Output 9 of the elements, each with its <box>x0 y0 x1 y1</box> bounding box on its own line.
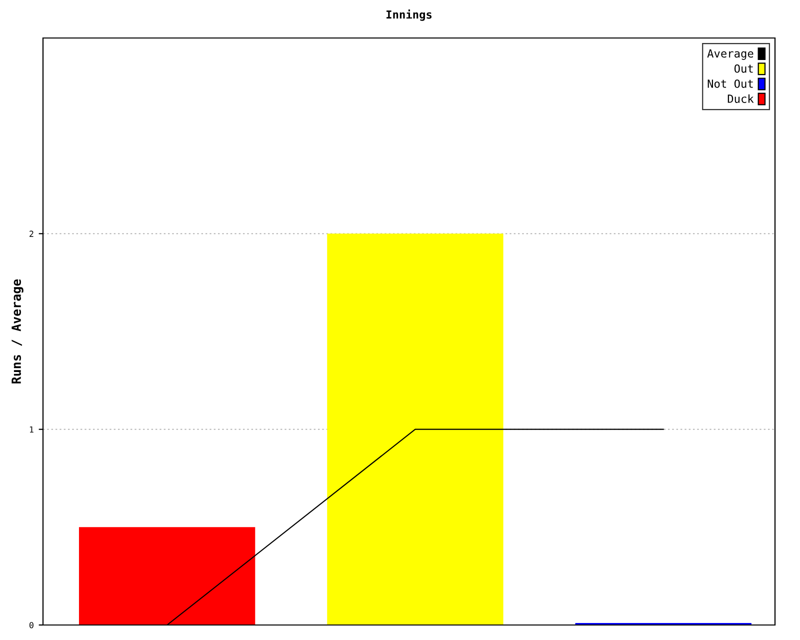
y-axis-title: Runs / Average <box>12 279 24 384</box>
y-tick-label: 2 <box>30 230 34 237</box>
legend-label: Not Out <box>708 79 753 88</box>
legend-label: Duck <box>728 94 754 103</box>
chart-title: Innings <box>386 10 432 21</box>
y-tick-label: 1 <box>30 426 34 433</box>
legend-label: Average <box>707 49 754 60</box>
y-tick-label: 0 <box>29 622 34 628</box>
legend-label: Out <box>734 64 753 73</box>
